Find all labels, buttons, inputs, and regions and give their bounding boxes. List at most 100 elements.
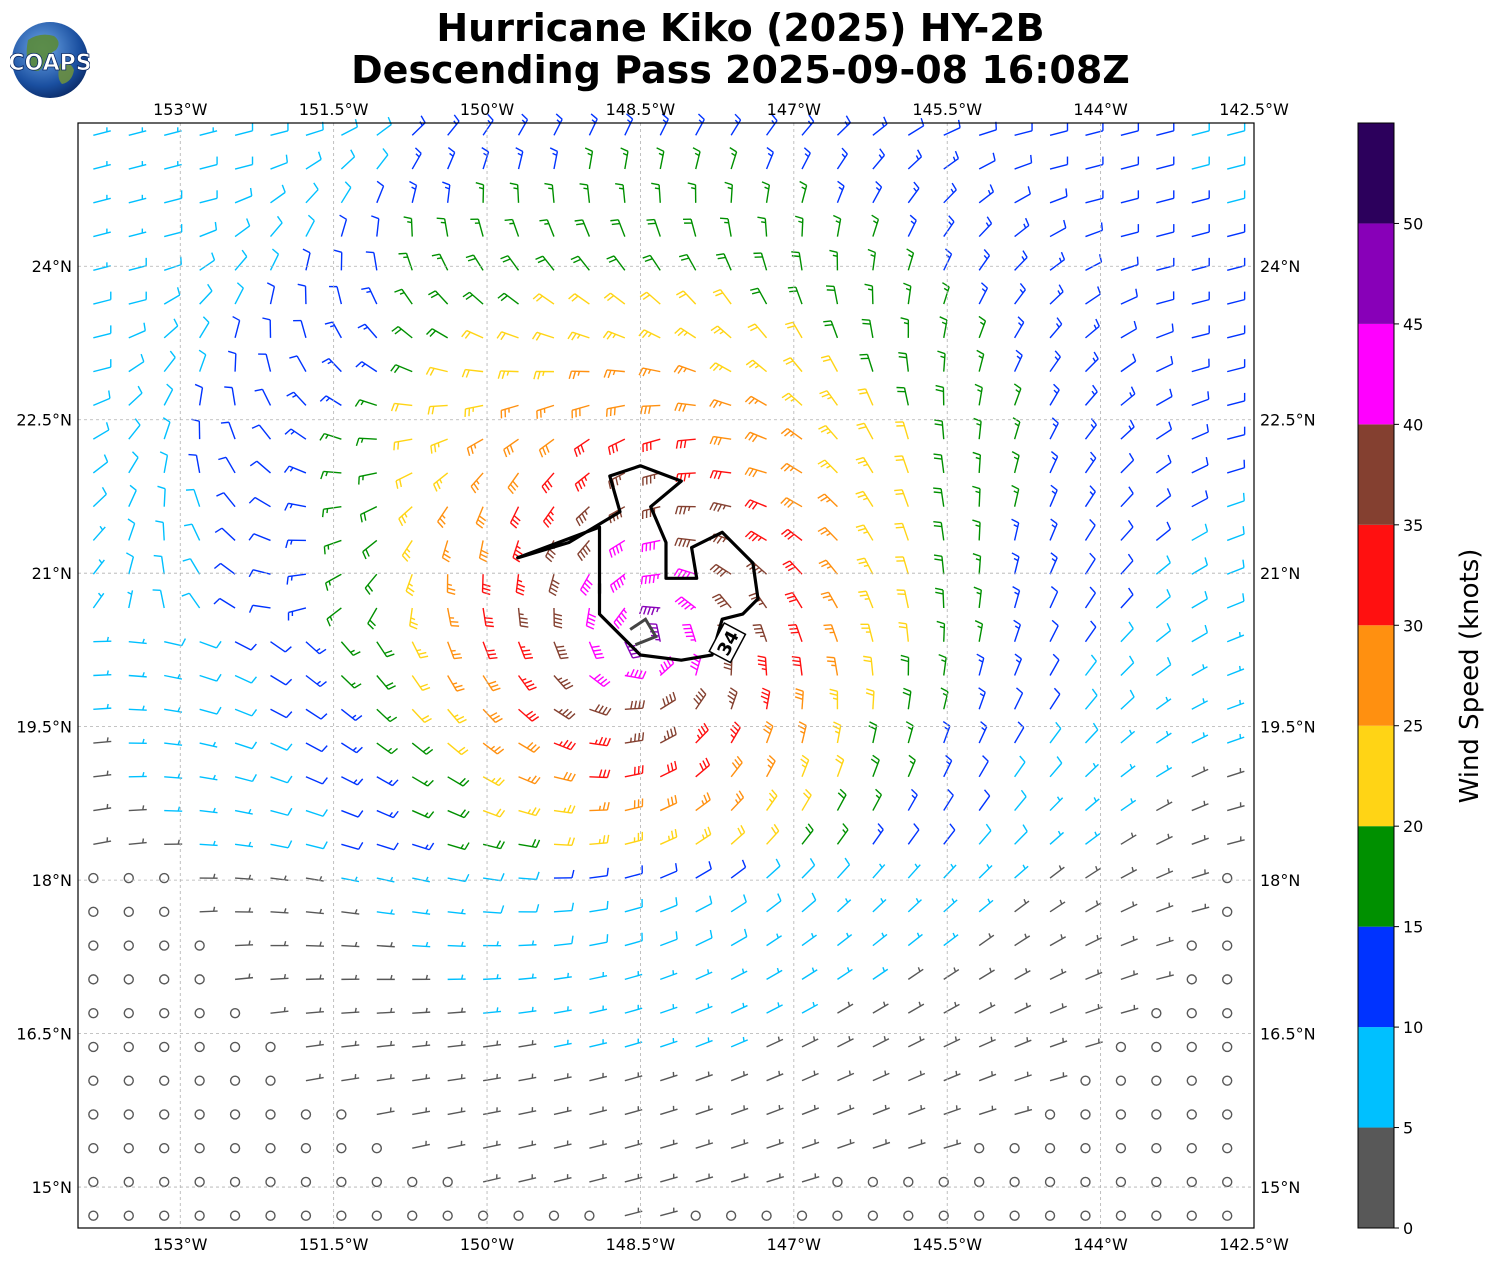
wind-barb	[270, 154, 289, 170]
wind-barb	[766, 858, 781, 879]
wind-barb	[1049, 156, 1069, 170]
wind-barb	[624, 1106, 643, 1116]
wind-barb	[395, 472, 413, 489]
wind-barb	[305, 1073, 324, 1082]
wind-barb	[88, 940, 99, 951]
wind-barb	[730, 894, 747, 913]
wind-barb	[229, 1109, 241, 1120]
wind-barb	[341, 1007, 360, 1014]
wind-barb	[801, 1173, 820, 1183]
wind-barb	[574, 472, 590, 492]
wind-barb	[152, 589, 165, 609]
wind-barb	[695, 1003, 713, 1014]
wind-barb	[164, 161, 182, 170]
wind-barb	[496, 331, 519, 341]
wind-barb	[411, 776, 434, 787]
wind-barb	[693, 687, 707, 710]
wind-barb	[766, 1104, 784, 1116]
wind-barb	[1186, 940, 1197, 951]
wind-barb	[376, 742, 398, 755]
wind-barb	[943, 1139, 962, 1149]
wind-barb	[942, 721, 951, 744]
wind-barb	[482, 1174, 501, 1183]
wind-barb	[801, 823, 814, 845]
wind-barb	[1191, 156, 1210, 170]
wind-barb	[934, 419, 945, 440]
wind-barb	[766, 823, 780, 845]
wind-barb	[1115, 1210, 1127, 1221]
wind-barb	[820, 355, 839, 372]
wind-barb	[695, 1105, 714, 1116]
wind-barb	[933, 521, 945, 541]
wind-barb	[1155, 421, 1173, 440]
wind-barb	[411, 708, 432, 724]
wind-barb	[943, 1070, 961, 1082]
wind-barb	[1084, 620, 1097, 643]
wind-barb	[1191, 523, 1209, 542]
wind-barb	[518, 1073, 537, 1082]
wind-barb	[229, 1176, 241, 1188]
wind-barb	[128, 228, 147, 238]
wind-barb	[164, 839, 183, 846]
wind-barb	[1227, 156, 1246, 170]
wind-barb	[943, 248, 953, 271]
colorbar-bin-7	[1358, 424, 1394, 525]
wind-barb	[340, 674, 362, 689]
wind-barb	[907, 823, 920, 845]
wind-barb	[624, 1004, 643, 1014]
wind-barb	[123, 1041, 134, 1053]
wind-barb	[447, 974, 466, 981]
wind-barb	[978, 823, 992, 845]
wind-barb	[393, 438, 413, 451]
wind-barb	[93, 703, 112, 710]
wind-barb	[199, 156, 218, 170]
colorbar-tick-label: 0	[1403, 1219, 1413, 1238]
lat-tick-label-left: 16.5°N	[16, 1025, 72, 1044]
wind-barb	[1044, 1210, 1056, 1221]
wind-barb	[1009, 1210, 1020, 1221]
colorbar-bin-4	[1358, 725, 1394, 827]
wind-barb	[482, 607, 494, 628]
wind-barb	[128, 418, 141, 440]
wind-barb	[1227, 426, 1246, 440]
wind-barb	[93, 161, 111, 170]
wind-barb	[972, 519, 981, 541]
wind-barb	[1226, 492, 1245, 508]
wind-barb	[536, 404, 555, 419]
wind-barb	[159, 451, 169, 474]
wind-barb	[553, 1140, 572, 1149]
wind-barb	[1191, 391, 1210, 407]
wind-barb	[544, 182, 555, 203]
colorbar-tick-label: 30	[1403, 616, 1423, 635]
wind-barb	[464, 404, 484, 417]
wind-barb	[695, 757, 711, 778]
wind-barb	[305, 809, 328, 817]
wind-barb	[744, 431, 767, 443]
wind-barb	[199, 774, 218, 781]
wind-barb	[1014, 1071, 1032, 1082]
wind-barb	[93, 837, 112, 846]
wind-barb	[248, 496, 271, 508]
wind-barb	[93, 291, 112, 305]
wind-barb	[832, 1210, 843, 1221]
wind-barb	[305, 214, 315, 237]
wind-barb	[1191, 664, 1208, 677]
wind-barb	[747, 323, 768, 339]
wind-barb	[1227, 802, 1245, 812]
wind-barb	[300, 1176, 312, 1188]
wind-barb	[695, 861, 712, 879]
wind-barb	[235, 940, 254, 947]
title-line-2: Descending Pass 2025-09-08 16:08Z	[351, 48, 1130, 92]
wind-barb	[1049, 188, 1068, 204]
wind-barb	[1011, 518, 1020, 541]
wind-barb	[128, 738, 147, 745]
wind-barb	[447, 708, 467, 724]
wind-barb	[128, 838, 147, 846]
wind-barb	[412, 1107, 431, 1116]
wind-barb	[709, 435, 732, 446]
wind-barb	[509, 506, 521, 529]
wind-barb	[744, 530, 767, 542]
wind-barb	[1014, 933, 1031, 947]
wind-barb	[504, 218, 520, 237]
wind-barb	[248, 569, 271, 578]
